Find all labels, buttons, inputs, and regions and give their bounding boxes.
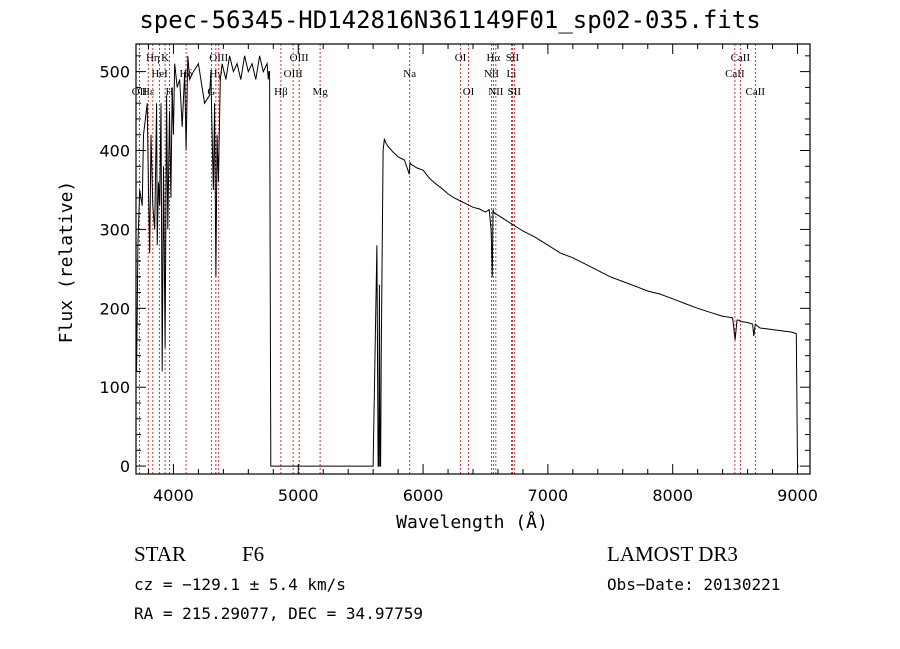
obs-date: Obs−Date: 20130221: [607, 575, 781, 594]
marker-label: OI: [455, 52, 467, 64]
velocity-readout: cz = −129.1 ± 5.4 km/s: [134, 575, 346, 594]
y-tick-label: 0: [120, 457, 130, 476]
x-tick-label: 7000: [528, 486, 569, 505]
chart-title: spec-56345-HD142816N361149F01_sp02-035.f…: [139, 6, 761, 34]
x-axis-label: Wavelength (Å): [396, 511, 548, 533]
marker-label: Hγ: [209, 68, 222, 80]
marker-label: Na: [403, 68, 416, 80]
spectrum-line: [135, 55, 799, 467]
object-class: STAR: [134, 542, 186, 566]
marker-label: CaII: [725, 68, 745, 80]
marker-label: Hβ: [274, 86, 288, 98]
line-markers: OIIHεHηHeIKHHδGHγOIIIHβOIIIOIIIMgNaOIOIN…: [132, 44, 766, 474]
x-tick-label: 4000: [153, 486, 194, 505]
subclass: F6: [242, 542, 265, 566]
marker-label: Hε: [142, 86, 155, 98]
x-tick-label: 5000: [278, 486, 319, 505]
y-tick-label: 100: [99, 378, 130, 397]
plot-frame: [135, 43, 811, 475]
marker-label: Mg: [312, 86, 328, 98]
marker-label: Li: [507, 68, 517, 80]
marker-label: OIII: [209, 52, 228, 64]
survey-name: LAMOST DR3: [607, 542, 738, 566]
y-tick-label: 300: [99, 220, 130, 239]
y-axis-label: Flux (relative): [56, 181, 77, 344]
marker-label: OIII: [284, 68, 303, 80]
x-tick-label: 8000: [652, 486, 693, 505]
marker-label: Hα: [486, 52, 500, 64]
y-tick-label: 500: [99, 63, 130, 82]
x-tick-label: 9000: [777, 486, 818, 505]
marker-label: H: [165, 86, 173, 98]
marker-label: OIII: [290, 52, 309, 64]
axis-ticks: 4000 5000 6000 7000 8000 9000 0 100 200 300 400 500: [99, 44, 818, 505]
marker-label: HeI: [151, 68, 168, 80]
marker-label: OI: [463, 86, 475, 98]
marker-label: CaII: [731, 52, 751, 64]
y-tick-label: 400: [99, 142, 130, 161]
x-tick-label: 6000: [403, 486, 444, 505]
marker-label: Hη: [146, 52, 160, 64]
marker-label: SII: [508, 86, 522, 98]
marker-label: CaII: [746, 86, 766, 98]
marker-label: SII: [506, 52, 520, 64]
marker-label: NII: [484, 68, 500, 80]
marker-label: K: [161, 52, 169, 64]
coordinates: RA = 215.29077, DEC = 34.97759: [134, 604, 423, 623]
marker-label: NII: [488, 86, 504, 98]
y-tick-label: 200: [99, 299, 130, 318]
